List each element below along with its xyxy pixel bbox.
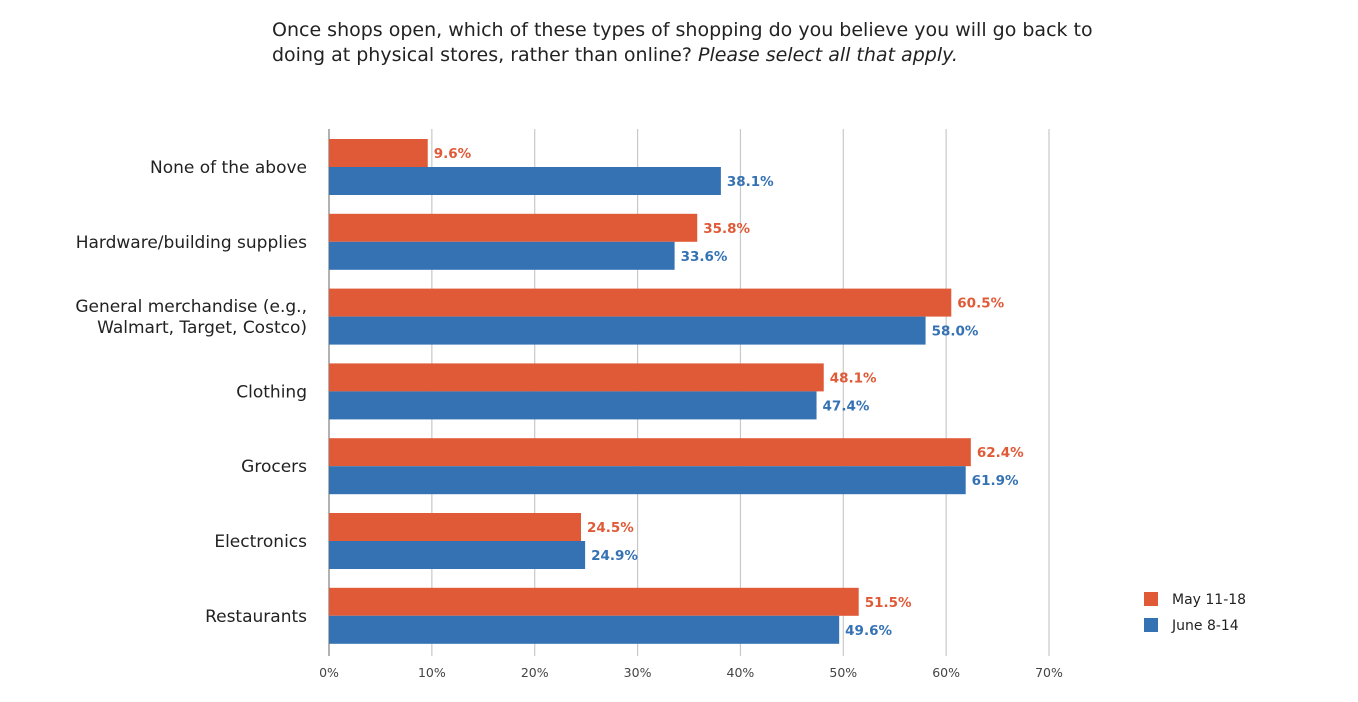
bar — [329, 438, 971, 467]
bar — [329, 213, 698, 242]
chart-title: Once shops open, which of these types of… — [272, 18, 1132, 68]
bar — [329, 363, 824, 392]
category-label: Restaurants — [205, 607, 307, 627]
category-label: Electronics — [214, 532, 307, 552]
bar — [329, 391, 817, 420]
bar — [329, 587, 859, 616]
category-label: General merchandise (e.g., — [75, 297, 307, 317]
legend-label: June 8-14 — [1171, 618, 1239, 634]
category-label: Walmart, Target, Costco) — [97, 318, 307, 338]
data-label: 9.6% — [434, 146, 472, 162]
bar — [329, 466, 966, 495]
category-label: None of the above — [150, 158, 307, 178]
data-label: 51.5% — [865, 595, 912, 611]
x-tick-label: 10% — [418, 665, 446, 680]
legend-swatch — [1144, 618, 1158, 632]
category-label: Clothing — [236, 382, 307, 402]
legend-swatch — [1144, 592, 1158, 606]
category-label: Grocers — [241, 457, 307, 477]
bar — [329, 541, 586, 569]
data-label: 48.1% — [830, 370, 877, 386]
category-label: Hardware/building supplies — [76, 233, 307, 253]
data-label: 61.9% — [972, 473, 1019, 489]
x-tick-label: 40% — [727, 665, 755, 680]
bar — [329, 167, 721, 195]
bar — [329, 513, 581, 541]
chart-title-line1: Once shops open, which of these types of… — [272, 19, 1093, 66]
data-label: 58.0% — [932, 324, 979, 340]
x-tick-label: 30% — [624, 665, 652, 680]
x-tick-label: 0% — [319, 665, 339, 680]
data-label: 60.5% — [957, 296, 1004, 312]
x-tick-label: 60% — [932, 665, 960, 680]
data-label: 62.4% — [977, 445, 1024, 461]
data-label: 24.5% — [587, 520, 634, 536]
legend-label: May 11-18 — [1172, 592, 1246, 608]
bar — [329, 316, 926, 345]
data-label: 49.6% — [845, 623, 892, 639]
data-label: 24.9% — [591, 548, 638, 564]
data-label: 35.8% — [703, 221, 750, 237]
data-label: 47.4% — [823, 398, 870, 414]
x-tick-label: 50% — [829, 665, 857, 680]
bar — [329, 288, 952, 317]
bar — [329, 615, 840, 644]
bar — [329, 139, 428, 167]
bar — [329, 241, 675, 270]
data-label: 38.1% — [727, 174, 774, 190]
x-tick-label: 70% — [1035, 665, 1063, 680]
data-label: 33.6% — [681, 249, 728, 265]
chart-title-emphasis: Please select all that apply. — [698, 44, 958, 66]
x-tick-label: 20% — [521, 665, 549, 680]
